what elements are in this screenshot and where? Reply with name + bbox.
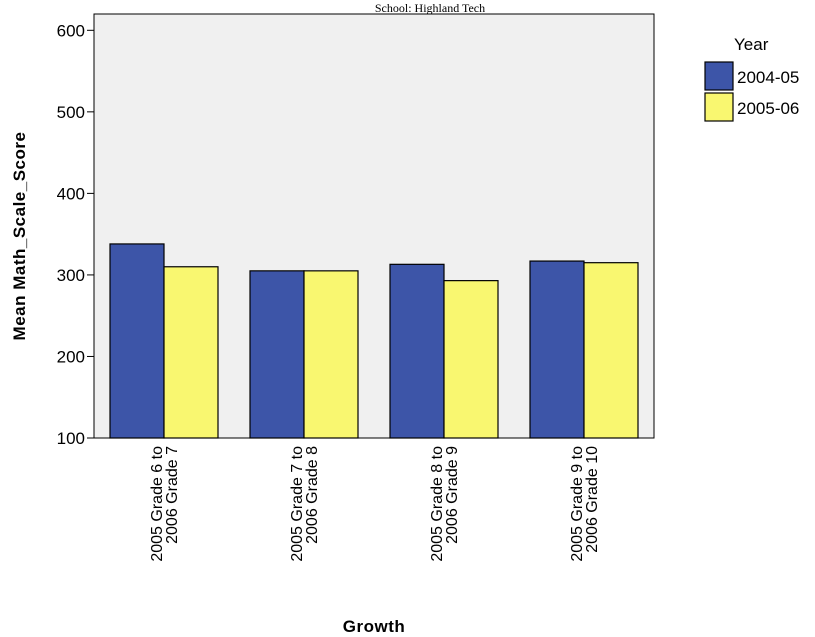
legend-swatch-2005-06 — [705, 93, 733, 121]
x-category-label-1: 2005 Grade 6 to2006 Grade 7 — [149, 446, 181, 562]
y-tick-label-500: 500 — [57, 103, 85, 122]
x-category-label-line: 2006 Grade 7 — [164, 446, 181, 544]
x-axis-title: Growth — [343, 617, 406, 636]
x-category-label-line: 2006 Grade 9 — [444, 446, 461, 544]
y-tick-label-600: 600 — [57, 21, 85, 40]
x-category-label-4: 2005 Grade 9 to2006 Grade 10 — [569, 446, 601, 562]
bar-2005-06-2 — [304, 271, 358, 438]
y-axis-title: Mean Math_Scale_Score — [10, 132, 29, 341]
legend-title: Year — [734, 35, 769, 54]
legend-label-2005-06: 2005-06 — [737, 99, 799, 118]
x-category-label-line: 2006 Grade 10 — [584, 446, 601, 553]
bar-2004-05-2 — [250, 271, 304, 438]
legend-swatch-2004-05 — [705, 62, 733, 90]
bar-2004-05-1 — [110, 244, 164, 438]
y-tick-label-200: 200 — [57, 347, 85, 366]
bar-2004-05-3 — [390, 264, 444, 438]
chart-title: School: Highland Tech — [375, 1, 485, 15]
legend-label-2004-05: 2004-05 — [737, 68, 799, 87]
y-tick-label-300: 300 — [57, 266, 85, 285]
bar-2005-06-4 — [584, 263, 638, 438]
x-category-label-line: 2006 Grade 8 — [304, 446, 321, 544]
x-axis: 2005 Grade 6 to2006 Grade 7 2005 Grade 7 … — [149, 446, 601, 562]
x-category-label-3: 2005 Grade 8 to2006 Grade 9 — [429, 446, 461, 562]
y-axis: 100 200 300 400 500 600 — [57, 21, 94, 448]
x-category-label-2: 2005 Grade 7 to2006 Grade 8 — [289, 446, 321, 562]
bar-2005-06-1 — [164, 267, 218, 438]
bar-2005-06-3 — [444, 281, 498, 438]
bar-2004-05-4 — [530, 261, 584, 438]
y-tick-label-400: 400 — [57, 184, 85, 203]
y-tick-label-100: 100 — [57, 429, 85, 448]
legend: Year 2004-05 2005-06 — [705, 35, 799, 121]
